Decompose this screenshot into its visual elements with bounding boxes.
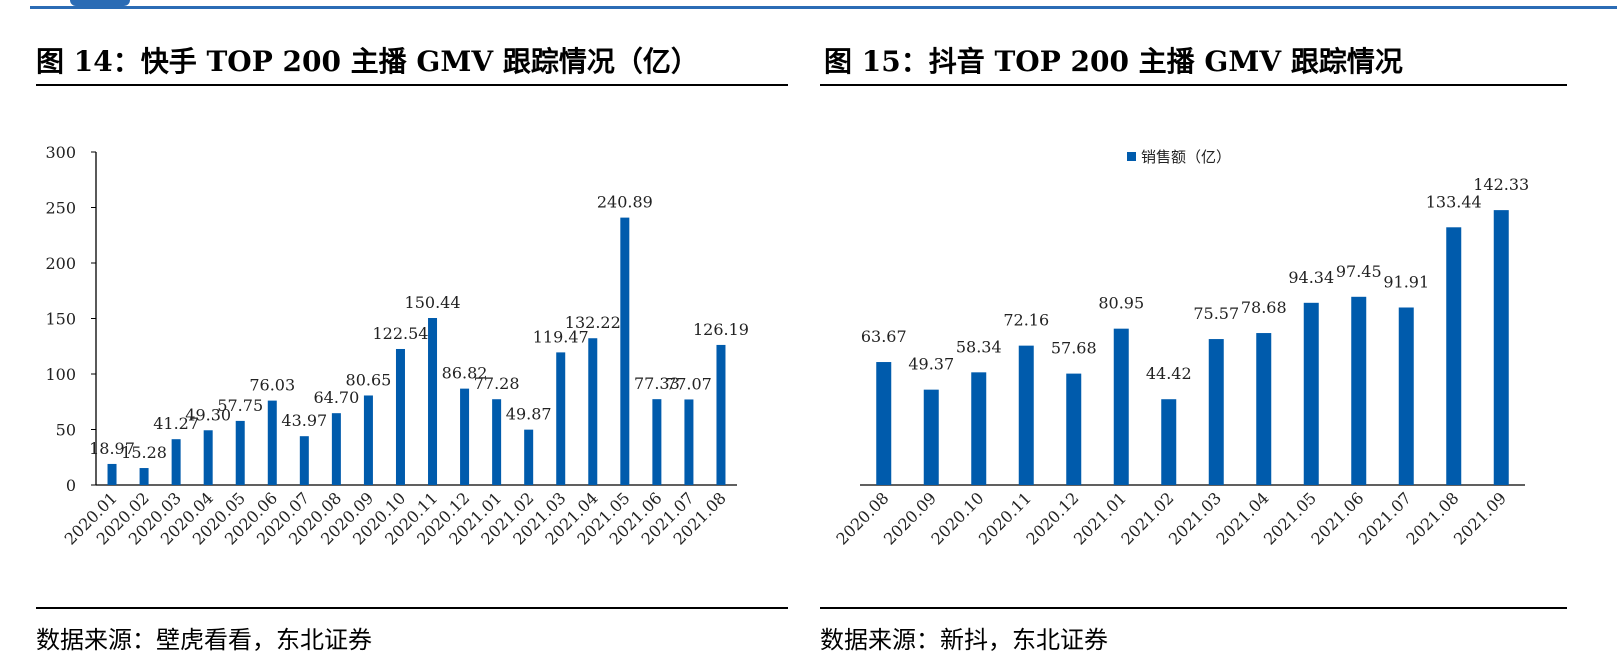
fig14-data-label: 77.28: [474, 374, 520, 393]
fig14-data-label: 77.07: [666, 374, 712, 393]
fig14-bar: [460, 388, 470, 485]
fig14-bar: [203, 430, 213, 485]
fig14-bar: [524, 429, 534, 485]
fig15-data-label: 58.34: [956, 337, 1002, 356]
fig14-bar: [235, 420, 245, 485]
fig14-bar: [652, 399, 662, 485]
fig15-bar: [1446, 227, 1462, 485]
figure-14-source: 数据来源：壁虎看看，东北证券: [36, 626, 372, 654]
figure-15-title: 图 15：抖音 TOP 200 主播 GMV 跟踪情况: [824, 45, 1403, 78]
fig14-bar: [299, 436, 309, 485]
fig14-bar: [716, 344, 726, 485]
fig15-bar: [971, 372, 987, 485]
figure-14-source-rule: [36, 607, 788, 609]
fig14-data-label: 150.44: [405, 293, 461, 312]
fig14-data-label: 80.65: [346, 370, 392, 389]
fig15-bar: [1208, 339, 1224, 485]
fig14-data-label: 57.75: [217, 396, 263, 415]
fig14-bar: [395, 348, 405, 485]
fig14-bar: [363, 395, 373, 485]
brand-logo-mark: [70, 0, 130, 6]
fig14-y-tick-label: 0: [66, 476, 76, 495]
fig14-y-tick-label: 250: [45, 199, 76, 218]
fig14-data-label: 15.28: [121, 443, 167, 462]
fig15-bar: [1256, 333, 1272, 485]
fig14-data-label: 64.70: [313, 388, 359, 407]
fig14-data-label: 49.87: [506, 405, 552, 424]
fig15-data-label: 75.57: [1193, 304, 1239, 323]
header-rule: [30, 6, 1617, 9]
figure-15-source: 数据来源：新抖，东北证券: [820, 626, 1108, 654]
fig15-legend-swatch: [1127, 152, 1136, 161]
fig14-data-label: 119.47: [533, 327, 589, 346]
fig14-data-label: 240.89: [597, 193, 653, 212]
fig15-bar: [1018, 345, 1034, 485]
fig14-data-label: 76.03: [249, 376, 295, 395]
fig14-bar: [139, 468, 149, 485]
figure-14-bar-chart: 05010015020025030018.972020.0115.282020.…: [45, 143, 749, 549]
fig14-bar: [267, 400, 277, 485]
fig15-x-tick-label: 2021.09: [1450, 488, 1510, 548]
fig15-bar: [1303, 302, 1319, 485]
fig15-data-label: 78.68: [1241, 298, 1287, 317]
fig14-data-label: 126.19: [693, 320, 749, 339]
fig14-y-tick-label: 50: [56, 421, 76, 440]
fig14-bar: [684, 399, 694, 485]
fig15-data-label: 49.37: [908, 355, 954, 374]
fig15-data-label: 94.34: [1288, 268, 1334, 287]
fig14-bar: [171, 439, 181, 485]
fig15-data-label: 72.16: [1003, 311, 1049, 330]
figure-15-title-rule: [820, 84, 1567, 86]
fig15-bar: [1493, 210, 1509, 485]
fig15-data-label: 63.67: [861, 327, 907, 346]
fig15-data-label: 57.68: [1051, 339, 1097, 358]
fig14-data-label: 122.54: [372, 324, 428, 343]
fig15-data-label: 91.91: [1383, 272, 1429, 291]
fig15-bar: [1113, 328, 1129, 485]
fig14-data-label: 43.97: [281, 411, 327, 430]
fig14-bar: [556, 352, 566, 485]
fig14-bar: [492, 399, 502, 485]
fig15-data-label: 80.95: [1098, 294, 1144, 313]
figure-14-title-rule: [36, 84, 788, 86]
fig14-y-tick-label: 300: [45, 143, 76, 162]
fig14-bar: [331, 413, 341, 485]
figure-15-panel: 图 15：抖音 TOP 200 主播 GMV 跟踪情况 63.67 2020.08…: [800, 0, 1617, 669]
fig14-data-label: 132.22: [565, 313, 621, 332]
fig14-y-tick-label: 100: [45, 365, 76, 384]
fig15-data-label: 142.33: [1473, 175, 1529, 194]
fig14-bar: [107, 463, 117, 485]
fig14-data-label: 18.97: [89, 439, 135, 458]
fig14-y-tick-label: 150: [45, 310, 76, 329]
fig15-bar: [923, 389, 939, 485]
fig14-data-label: 41.27: [153, 414, 199, 433]
fig15-bar: [1398, 307, 1414, 485]
figure-14-panel: 图 14：快手 TOP 200 主播 GMV 跟踪情况（亿） 0 50 100 150…: [0, 0, 800, 669]
fig14-data-label: 77.33: [634, 374, 680, 393]
fig15-bar: [1066, 373, 1082, 485]
fig14-data-label: 86.82: [442, 364, 488, 383]
figure-15-source-rule: [820, 607, 1567, 609]
fig14-bar: [588, 338, 598, 485]
figure-14-title: 图 14：快手 TOP 200 主播 GMV 跟踪情况（亿）: [36, 45, 699, 78]
fig15-bar: [1351, 296, 1367, 485]
fig15-bar: [876, 362, 892, 485]
figure-15-bar-chart: 63.672020.0849.372020.0958.342020.1072.1…: [832, 148, 1529, 549]
fig14-data-label: 49.30: [185, 405, 231, 424]
fig14-bar: [620, 217, 630, 485]
fig15-data-label: 44.42: [1146, 364, 1192, 383]
fig15-data-label: 133.44: [1426, 192, 1482, 211]
fig15-bar: [1161, 399, 1177, 485]
fig14-bar: [428, 318, 438, 485]
fig15-legend-label: 销售额（亿）: [1141, 148, 1231, 166]
fig14-y-tick-label: 200: [45, 254, 76, 273]
fig15-data-label: 97.45: [1336, 262, 1382, 281]
